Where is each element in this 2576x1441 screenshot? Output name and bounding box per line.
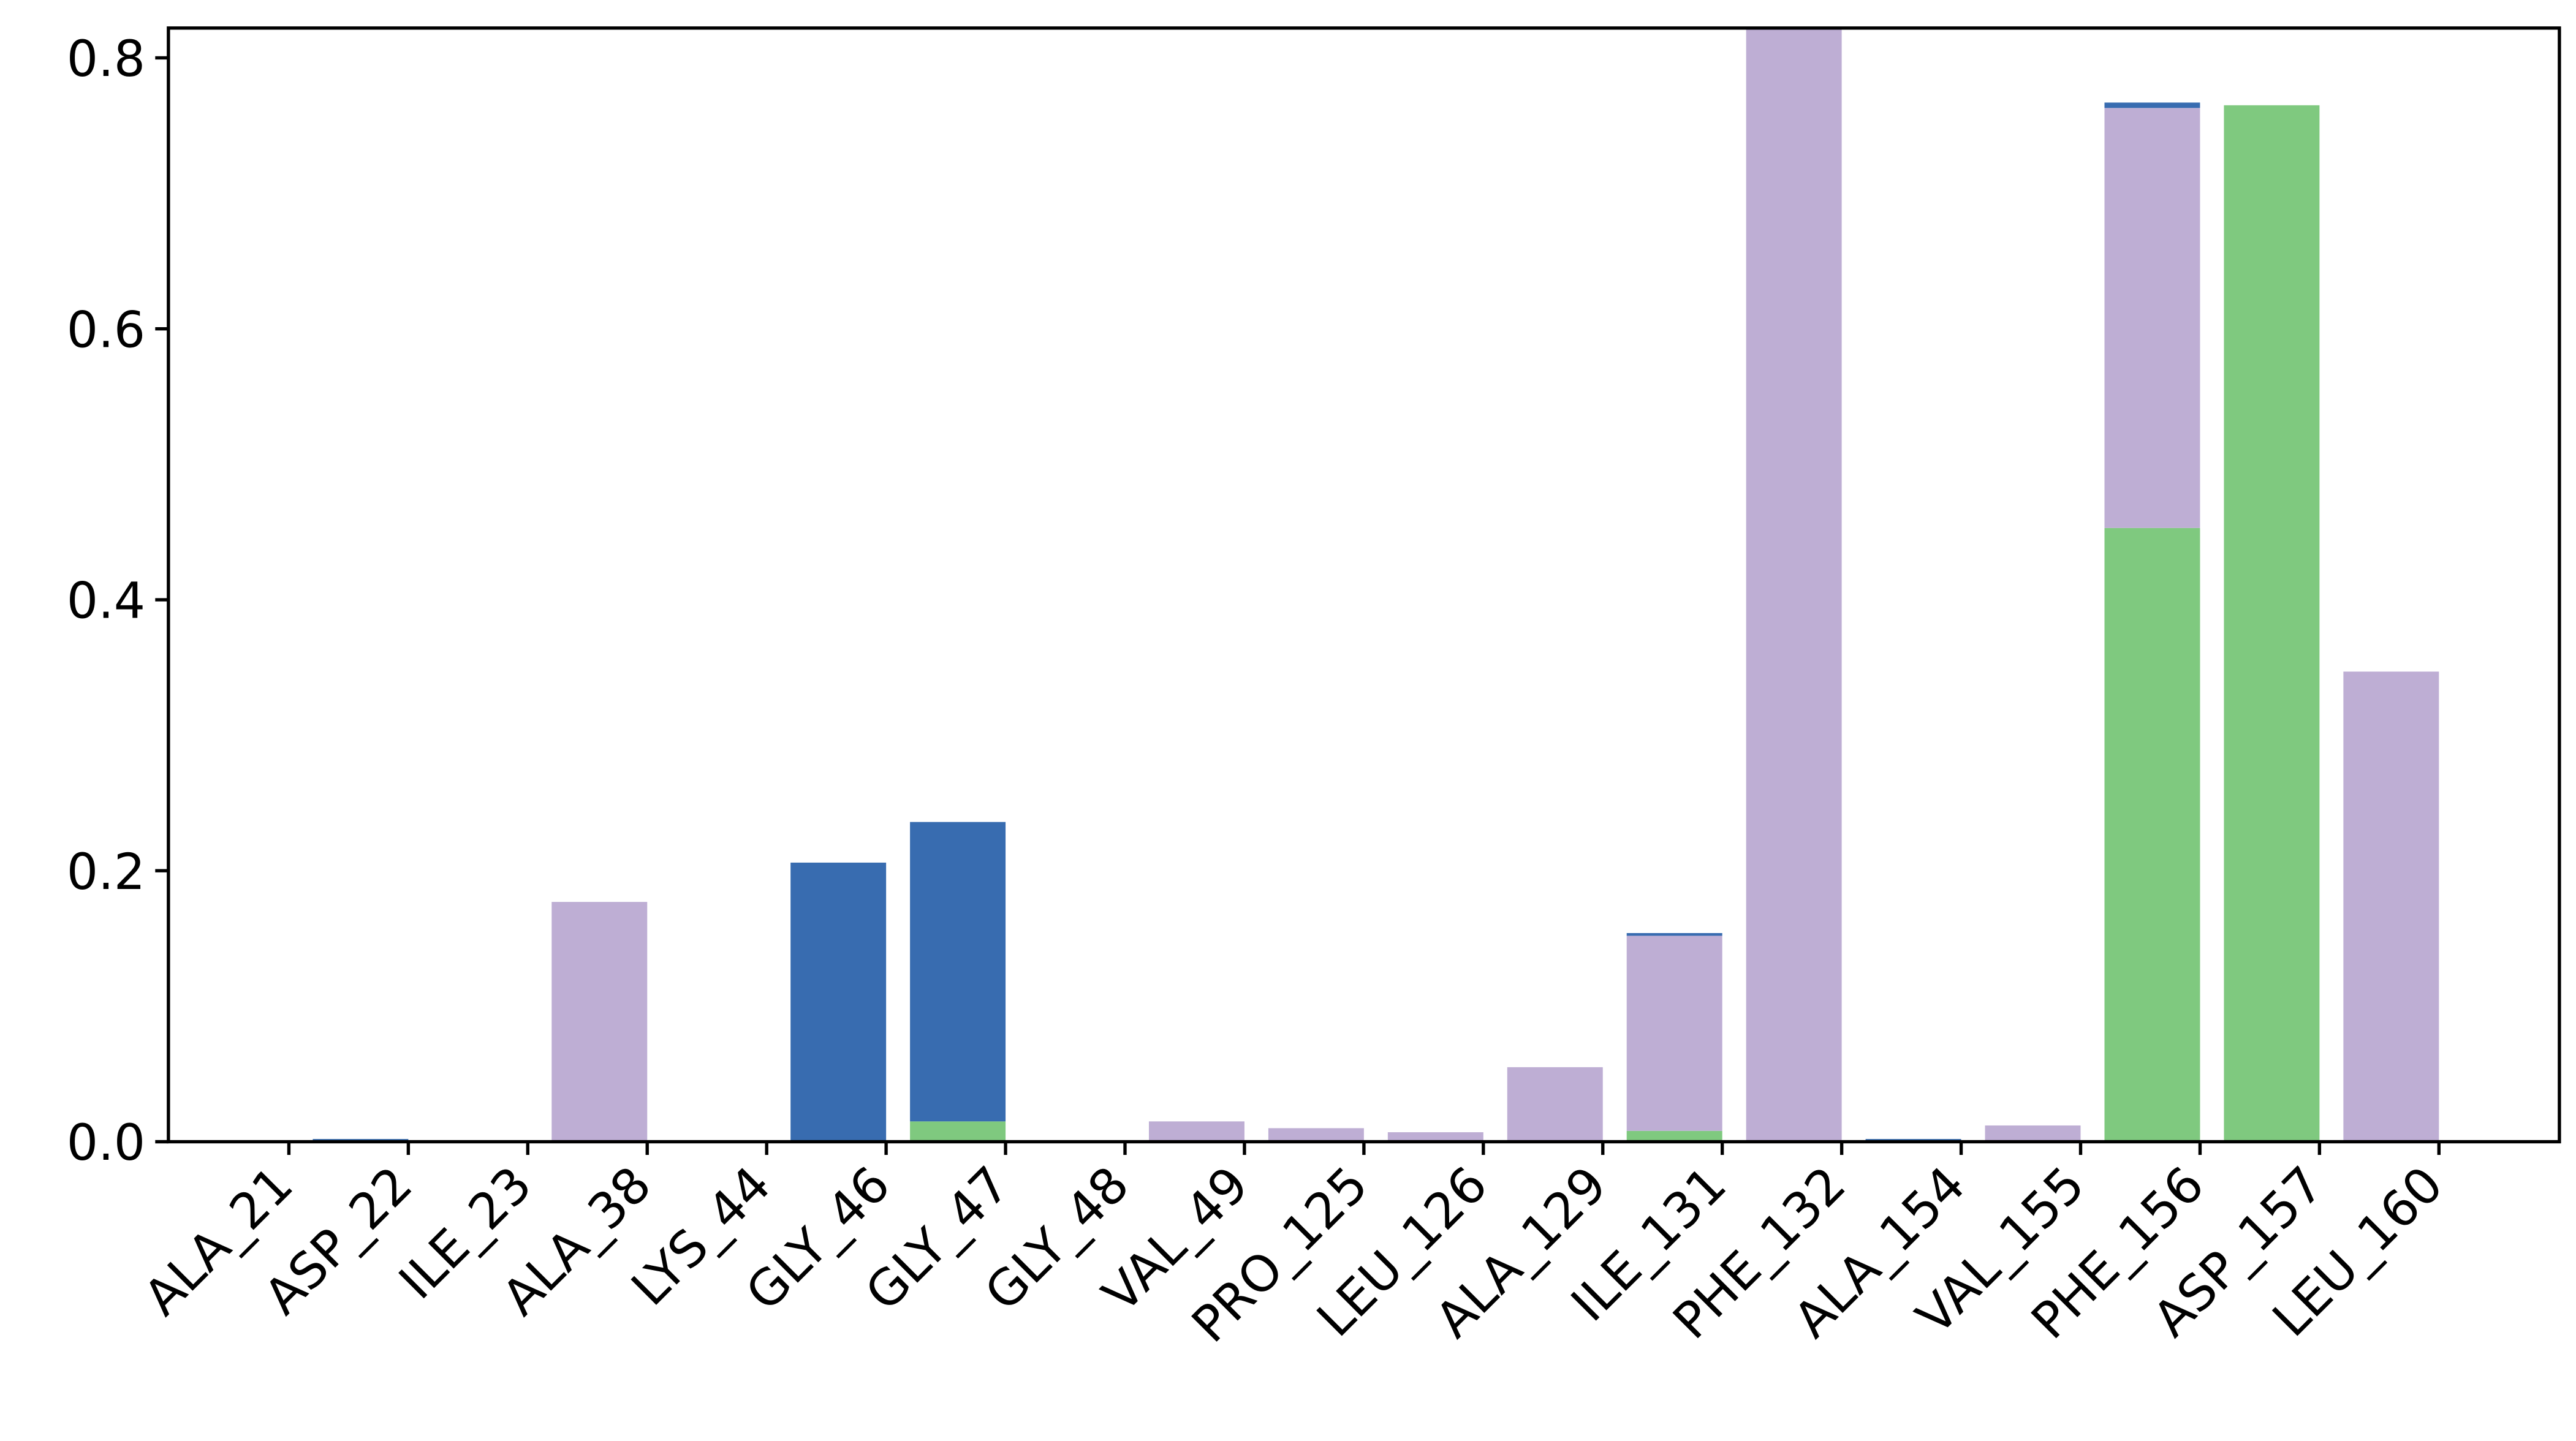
bar-segment xyxy=(1746,28,1842,1142)
y-tick-label: 0.2 xyxy=(67,844,145,901)
y-tick-label: 0.0 xyxy=(67,1114,145,1172)
bar-segment xyxy=(551,902,648,1142)
bar-segment xyxy=(2104,102,2200,108)
bar-segment xyxy=(910,1121,1006,1142)
bar-segment xyxy=(790,862,887,1142)
bars xyxy=(313,28,2439,1142)
bar-segment xyxy=(1626,1130,1722,1142)
bar-segment xyxy=(1268,1128,1364,1142)
bar-segment xyxy=(2104,108,2200,528)
bar-segment xyxy=(1626,932,1722,936)
bar-segment xyxy=(1148,1121,1244,1142)
y-tick-label: 0.6 xyxy=(67,301,145,359)
y-tick-label: 0.4 xyxy=(67,573,145,630)
bar-segment xyxy=(2104,528,2200,1142)
bar-segment xyxy=(2343,671,2439,1142)
bar-segment xyxy=(1626,936,1722,1131)
bar-segment xyxy=(2224,105,2320,1142)
bar-segment xyxy=(1387,1132,1483,1142)
bar-segment xyxy=(1507,1067,1603,1142)
bar-segment xyxy=(910,822,1006,1122)
plot-frame xyxy=(167,26,2561,1144)
y-tick-label: 0.8 xyxy=(67,31,145,88)
bar-segment xyxy=(1985,1125,2081,1142)
